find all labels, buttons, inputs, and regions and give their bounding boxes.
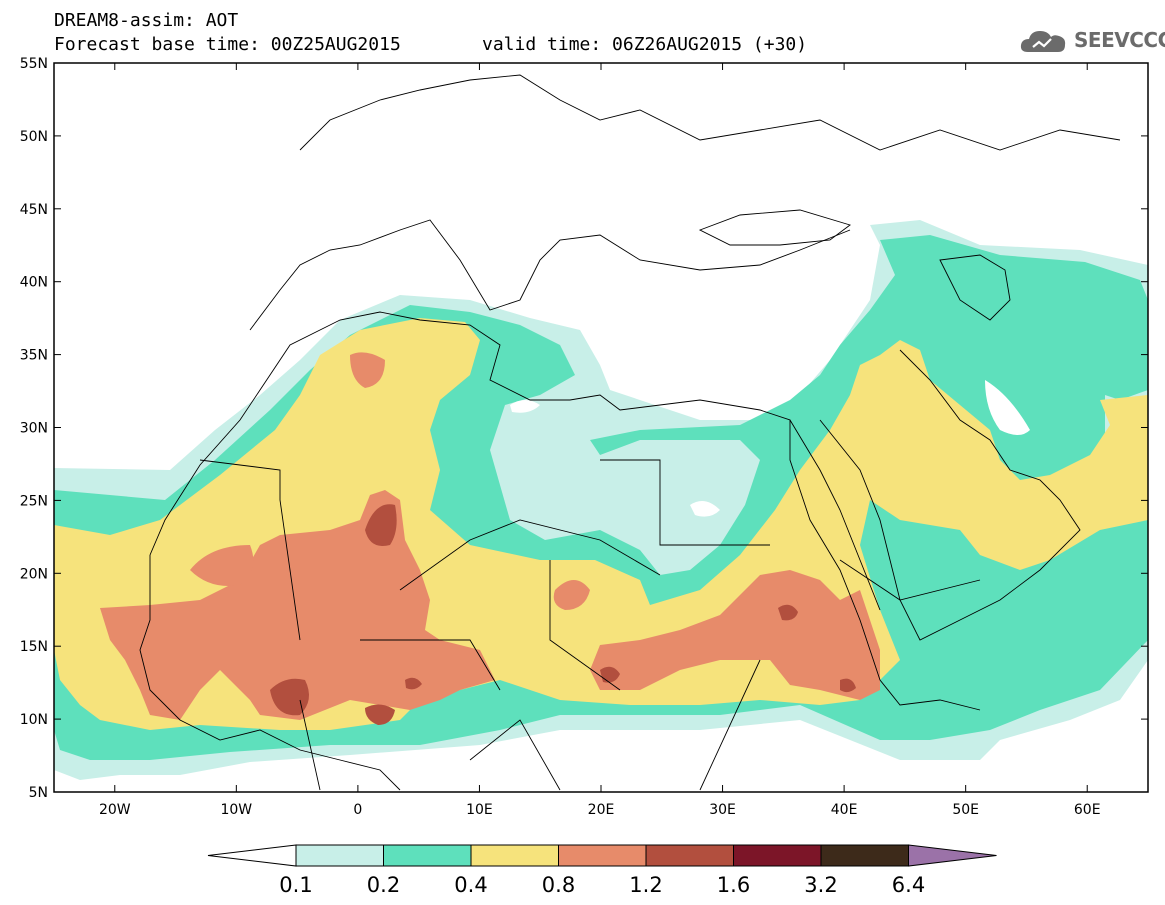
legend-box — [383, 844, 472, 867]
aot-contour-1.2-d — [778, 604, 798, 621]
aot-field — [54, 220, 1148, 780]
aot-contour-0.8-a — [190, 545, 254, 586]
legend-arrow-low — [207, 844, 297, 867]
legend-label: 0.1 — [279, 873, 312, 897]
color-legend: 0.1 0.2 0.4 0.8 1.2 1.6 3.2 6.4 — [207, 844, 997, 897]
map-title: DREAM8-assim: AOT — [54, 10, 239, 31]
legend-arrow-high — [908, 844, 997, 867]
legend-box — [733, 844, 822, 867]
country-borders — [199, 459, 981, 791]
lon-tick-label: 10W — [220, 802, 252, 818]
lat-tick-label: 15N — [20, 639, 48, 655]
lat-tick-label: 40N — [20, 275, 48, 291]
europe-borders — [299, 74, 1121, 151]
legend-box — [558, 844, 647, 867]
aot-contour-1.2-e — [600, 666, 620, 683]
legend-label: 0.8 — [542, 873, 575, 897]
lat-tick-label: 10N — [20, 712, 48, 728]
valid-time: valid time: 06Z26AUG2015 (+30) — [482, 34, 808, 55]
aot-contour-1.2-b — [270, 678, 309, 716]
time-info: Forecast base time: 00Z25AUG2015 valid t… — [54, 34, 807, 97]
latitude-axis: 55N 50N 45N 40N 35N 30N 25N 20N 15N 10N 5N — [20, 56, 1148, 801]
aot-contour-0.8-east — [590, 570, 880, 700]
lat-tick-label: 55N — [20, 56, 48, 72]
red-sea-coast — [789, 419, 881, 611]
legend-label: 0.4 — [454, 873, 487, 897]
legend-box — [295, 844, 384, 867]
lat-tick-label: 30N — [20, 421, 48, 437]
legend-label: 1.6 — [717, 873, 750, 897]
lon-tick-label: 30E — [709, 802, 736, 818]
lon-tick-label: 0 — [353, 802, 362, 818]
lon-tick-label: 50E — [952, 802, 979, 818]
aot-contour-0.8-small — [553, 580, 590, 610]
legend-label: 1.2 — [629, 873, 662, 897]
legend-box — [470, 844, 559, 867]
arabia-coast — [819, 349, 1081, 641]
legend-label: 6.4 — [892, 873, 925, 897]
clear-area-iran — [985, 380, 1030, 435]
lat-tick-label: 20N — [20, 566, 48, 582]
lat-tick-label: 5N — [29, 785, 48, 801]
black-sea-coast — [698, 209, 851, 246]
clear-area-libya — [510, 400, 540, 413]
legend-label: 0.2 — [367, 873, 400, 897]
lat-tick-label: 25N — [20, 493, 48, 509]
aot-contour-0.8-b — [350, 352, 385, 388]
africa-coastline — [149, 311, 981, 711]
cloud-icon — [1020, 31, 1066, 52]
lat-tick-label: 45N — [20, 202, 48, 218]
west-africa-coast — [139, 555, 401, 791]
coastlines — [139, 74, 1121, 791]
lon-tick-label: 40E — [831, 802, 858, 818]
aot-contour-1.2-g — [405, 677, 422, 690]
aot-contour-0.8 — [100, 490, 495, 720]
lon-tick-label: 20E — [588, 802, 615, 818]
legend-boxes — [207, 844, 997, 867]
seevccc-logo: SEEVCCC — [1018, 24, 1165, 56]
legend-label: 3.2 — [804, 873, 837, 897]
lon-tick-label: 60E — [1074, 802, 1101, 818]
legend-box — [820, 844, 909, 867]
lon-tick-label: 20W — [99, 802, 131, 818]
aot-map: 55N 50N 45N 40N 35N 30N 25N 20N 15N 10N 5N 20W 10W 0… — [20, 56, 1149, 818]
forecast-base-time: Forecast base time: 00Z25AUG2015 — [54, 34, 401, 55]
aot-contour-1.2-f — [840, 678, 856, 693]
lon-tick-label: 10E — [466, 802, 493, 818]
lat-tick-label: 50N — [20, 129, 48, 145]
aot-contour-1.2-c — [365, 704, 395, 725]
lat-tick-label: 35N — [20, 348, 48, 364]
europe-coast — [249, 219, 851, 331]
legend-labels: 0.1 0.2 0.4 0.8 1.2 1.6 3.2 6.4 — [279, 873, 925, 897]
logo-text: SEEVCCC — [1074, 28, 1165, 52]
clear-area-egypt — [690, 501, 720, 517]
legend-box — [645, 844, 734, 867]
caspian-coast — [939, 254, 1011, 321]
aot-contour-1.2 — [365, 504, 397, 546]
longitude-axis: 20W 10W 0 10E 20E 30E 40E 50E 60E — [99, 63, 1101, 818]
